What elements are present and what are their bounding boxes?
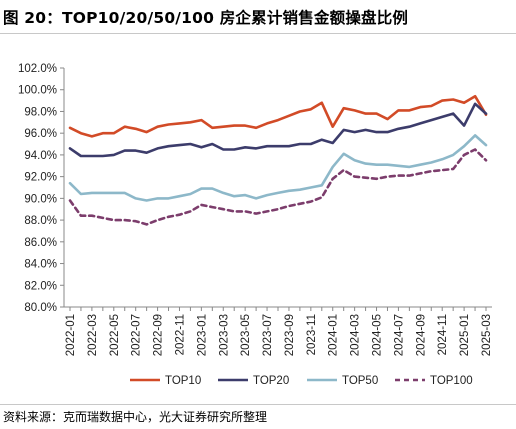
legend-label-top100: TOP100	[430, 375, 473, 387]
x-tick-label: 2023-11	[306, 314, 318, 355]
x-tick-label: 2022-05	[109, 314, 121, 356]
x-tick-label: 2024-05	[372, 314, 384, 356]
y-axis: 80.0% 82.0% 84.0% 86.0% 88.0% 90.0% 92.0% 94.0%…	[18, 63, 65, 314]
y-tick-label: 92.0%	[24, 172, 57, 184]
x-tick-label: 2023-09	[284, 314, 296, 356]
x-tick-label: 2024-07	[393, 314, 405, 356]
x-tick-label: 2025-03	[481, 314, 493, 356]
source-note: 资料来源：克而瑞数据中心，光大证券研究所整理	[3, 410, 268, 424]
x-tick-label: 2023-01	[196, 314, 208, 356]
legend-label-top50: TOP50	[342, 375, 378, 387]
x-tick-label: 2022-09	[153, 314, 165, 356]
y-tick-label: 86.0%	[24, 237, 57, 249]
series-lines	[68, 94, 488, 226]
legend: TOP10 TOP20 TOP50 TOP100	[130, 375, 473, 387]
x-tick-label: 2022-11	[174, 314, 186, 355]
x-tick-label: 2023-05	[240, 314, 252, 356]
x-tick-label: 2024-03	[350, 314, 362, 356]
legend-label-top20: TOP20	[253, 375, 289, 387]
x-axis: 2022-01 2022-03 2022-05 2022-07 2022-09 2022-…	[64, 306, 493, 356]
y-tick-label: 80.0%	[24, 302, 57, 314]
x-tick-label: 2024-11	[437, 314, 449, 355]
y-tick-label: 98.0%	[24, 106, 57, 118]
x-tick-label: 2025-01	[459, 314, 471, 356]
x-tick-label: 2022-03	[87, 314, 99, 356]
y-tick-label: 82.0%	[24, 280, 57, 292]
x-tick-label: 2024-01	[328, 314, 340, 356]
y-tick-label: 84.0%	[24, 259, 57, 271]
line-chart: 80.0% 82.0% 84.0% 86.0% 88.0% 90.0% 92.0% 94.0%…	[18, 63, 493, 387]
figure-title: 图 20：TOP10/20/50/100 房企累计销售金额操盘比例	[3, 9, 409, 27]
y-tick-label: 96.0%	[24, 128, 57, 140]
series-line-top100	[68, 148, 488, 226]
legend-label-top10: TOP10	[165, 375, 201, 387]
y-tick-label: 90.0%	[24, 193, 57, 205]
x-tick-label: 2024-09	[415, 314, 427, 356]
x-tick-label: 2023-03	[218, 314, 230, 356]
series-line-top20	[68, 102, 488, 158]
series-line-top50	[68, 134, 488, 202]
series-line-top10	[68, 94, 488, 138]
y-tick-label: 94.0%	[24, 150, 57, 162]
x-tick-label: 2022-01	[65, 314, 77, 356]
x-tick-label: 2023-07	[262, 314, 274, 356]
y-tick-label: 88.0%	[24, 215, 57, 227]
y-tick-label: 100.0%	[18, 85, 57, 97]
x-tick-label: 2022-07	[131, 314, 143, 356]
title-divider	[0, 33, 516, 34]
source-divider	[0, 404, 516, 405]
y-tick-label: 102.0%	[18, 63, 57, 75]
